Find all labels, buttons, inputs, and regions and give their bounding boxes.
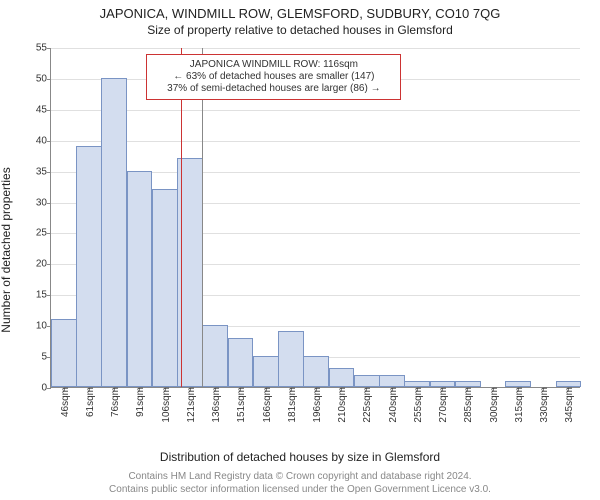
footer-line-2: Contains public sector information licen… xyxy=(0,483,600,496)
histogram-bar xyxy=(278,331,304,387)
y-axis-label: Number of detached properties xyxy=(0,167,13,332)
x-tick-label: 151sqm xyxy=(236,387,247,423)
x-tick-label: 285sqm xyxy=(463,387,474,423)
y-tick-label: 0 xyxy=(41,383,51,394)
x-tick-label: 76sqm xyxy=(110,387,121,417)
histogram-bar xyxy=(76,146,102,387)
histogram-bar xyxy=(152,189,178,387)
chart-plot-area: 051015202530354045505546sqm61sqm76sqm91s… xyxy=(50,48,580,388)
annotation-box: JAPONICA WINDMILL ROW: 116sqm← 63% of de… xyxy=(146,54,401,100)
x-tick-label: 181sqm xyxy=(287,387,298,423)
x-tick-label: 210sqm xyxy=(337,387,348,423)
histogram-bar xyxy=(329,368,355,387)
x-tick-label: 46sqm xyxy=(60,387,71,417)
x-tick-label: 225sqm xyxy=(362,387,373,423)
footer-credits: Contains HM Land Registry data © Crown c… xyxy=(0,470,600,496)
histogram-bar xyxy=(101,78,127,387)
x-tick-label: 61sqm xyxy=(85,387,96,417)
x-tick-label: 196sqm xyxy=(312,387,323,423)
footer-line-1: Contains HM Land Registry data © Crown c… xyxy=(0,470,600,483)
gridline xyxy=(51,48,580,49)
x-axis-label: Distribution of detached houses by size … xyxy=(0,450,600,464)
annotation-line: ← 63% of detached houses are smaller (14… xyxy=(153,71,394,83)
histogram-bar xyxy=(228,338,254,387)
annotation-line: 37% of semi-detached houses are larger (… xyxy=(153,83,394,95)
y-tick-label: 15 xyxy=(36,290,51,301)
x-tick-label: 345sqm xyxy=(564,387,575,423)
y-tick-label: 30 xyxy=(36,197,51,208)
histogram-bar xyxy=(354,375,380,387)
x-tick-label: 315sqm xyxy=(514,387,525,423)
histogram-bar xyxy=(51,319,77,387)
histogram-bar xyxy=(303,356,329,387)
y-tick-label: 10 xyxy=(36,321,51,332)
gridline xyxy=(51,141,580,142)
y-tick-label: 45 xyxy=(36,104,51,115)
gridline xyxy=(51,110,580,111)
histogram-bar xyxy=(253,356,279,387)
x-tick-label: 106sqm xyxy=(161,387,172,423)
y-tick-label: 50 xyxy=(36,73,51,84)
histogram-bar xyxy=(127,171,153,387)
histogram-bar xyxy=(379,375,405,387)
y-tick-label: 25 xyxy=(36,228,51,239)
x-tick-label: 330sqm xyxy=(539,387,550,423)
x-tick-label: 300sqm xyxy=(489,387,500,423)
histogram-bar xyxy=(202,325,228,387)
x-tick-label: 166sqm xyxy=(262,387,273,423)
x-tick-label: 240sqm xyxy=(388,387,399,423)
annotation-line: JAPONICA WINDMILL ROW: 116sqm xyxy=(153,59,394,71)
y-tick-label: 5 xyxy=(41,352,51,363)
y-tick-label: 40 xyxy=(36,135,51,146)
page-subtitle: Size of property relative to detached ho… xyxy=(0,21,600,37)
x-tick-label: 91sqm xyxy=(135,387,146,417)
y-tick-label: 35 xyxy=(36,166,51,177)
x-tick-label: 255sqm xyxy=(413,387,424,423)
x-tick-label: 270sqm xyxy=(438,387,449,423)
x-tick-label: 136sqm xyxy=(211,387,222,423)
y-tick-label: 20 xyxy=(36,259,51,270)
page-title: JAPONICA, WINDMILL ROW, GLEMSFORD, SUDBU… xyxy=(0,0,600,21)
y-tick-label: 55 xyxy=(36,43,51,54)
x-tick-label: 121sqm xyxy=(186,387,197,423)
